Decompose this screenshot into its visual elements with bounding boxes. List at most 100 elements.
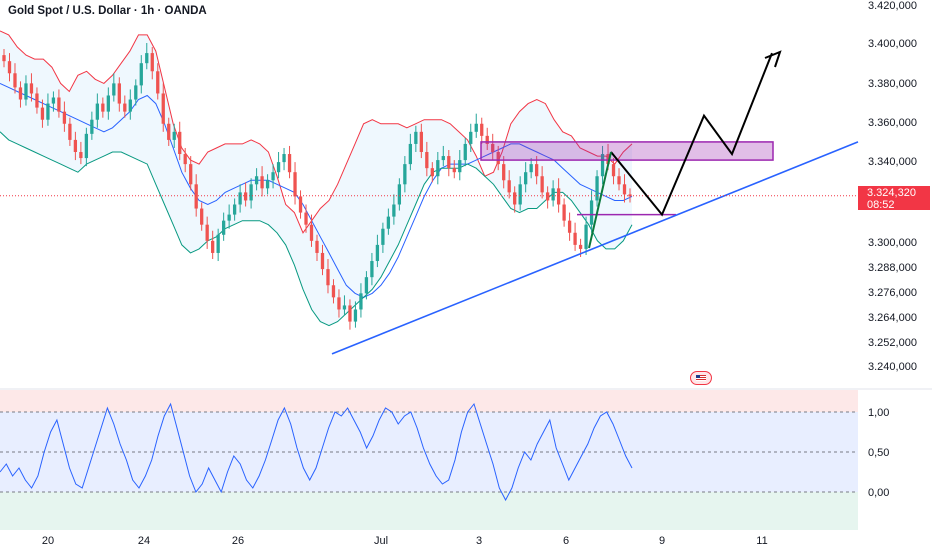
candle[interactable] [112,73,116,102]
candle[interactable] [353,301,358,328]
candle[interactable] [84,127,89,167]
candle[interactable] [287,145,292,179]
candle[interactable] [359,283,363,318]
candle[interactable] [123,95,127,118]
candle[interactable] [551,180,555,207]
candle[interactable] [419,123,423,159]
candle[interactable] [320,244,325,276]
candle[interactable] [584,216,588,255]
resistance-zone[interactable] [480,141,774,161]
candle[interactable] [95,93,99,128]
candle[interactable] [194,174,198,217]
candle[interactable] [342,295,347,316]
candle[interactable] [13,63,17,94]
candle[interactable] [309,214,314,247]
candle[interactable] [529,158,533,179]
candle[interactable] [540,166,544,199]
candle[interactable] [51,91,56,112]
candle[interactable] [458,149,462,181]
candle[interactable] [403,156,407,193]
candle[interactable] [567,212,572,241]
candle[interactable] [348,299,352,330]
candle[interactable] [293,162,297,205]
candle[interactable] [46,93,50,126]
oscillator-line[interactable] [0,402,633,502]
candle[interactable] [513,186,517,213]
candle[interactable] [589,190,594,233]
candle[interactable] [545,186,550,209]
candle[interactable] [507,170,511,199]
candle[interactable] [436,152,440,185]
candle[interactable] [101,97,105,118]
candle[interactable] [106,87,110,120]
candle[interactable] [622,174,627,203]
candle[interactable] [243,182,248,207]
candle[interactable] [502,156,506,189]
candle[interactable] [18,81,23,108]
ascending-trendline[interactable] [331,141,859,355]
candle[interactable] [145,43,149,70]
candle[interactable] [200,202,204,231]
candle[interactable] [178,121,182,161]
candle[interactable] [7,53,12,82]
us-flag-icon[interactable] [690,371,712,385]
candle[interactable] [276,152,281,179]
candle[interactable] [172,123,176,148]
candle[interactable] [617,168,621,191]
candle[interactable] [386,208,391,235]
candle[interactable] [260,166,264,197]
candle[interactable] [430,162,434,183]
candle[interactable] [298,190,303,219]
candle[interactable] [167,117,171,146]
candle[interactable] [90,111,94,140]
candle[interactable] [232,198,237,221]
candle[interactable] [128,89,132,120]
candle[interactable] [216,228,220,262]
candle[interactable] [600,145,605,185]
candle[interactable] [249,178,253,209]
candle[interactable] [254,168,259,191]
candle[interactable] [375,234,380,268]
candle[interactable] [139,55,143,94]
candle[interactable] [304,204,308,233]
candle[interactable] [611,158,616,185]
candle[interactable] [2,49,6,68]
candle[interactable] [222,212,226,241]
candle[interactable] [150,47,154,80]
candle[interactable] [156,63,160,100]
candle[interactable] [134,79,138,106]
candle[interactable] [271,164,275,189]
candle[interactable] [57,89,61,118]
candle[interactable] [326,259,330,294]
candle[interactable] [414,125,418,153]
candle[interactable] [161,83,165,132]
candle[interactable] [480,117,484,144]
candle[interactable] [205,216,209,249]
candle[interactable] [474,113,478,138]
candle[interactable] [117,77,121,112]
candle[interactable] [469,123,473,153]
candle[interactable] [518,176,522,211]
candle[interactable] [40,99,45,128]
candle[interactable] [491,133,495,161]
candle[interactable] [485,127,489,150]
candle[interactable] [315,234,319,262]
candle[interactable] [79,141,83,165]
candle[interactable] [447,149,451,177]
candle[interactable] [337,289,341,318]
candle[interactable] [68,117,72,146]
candle[interactable] [189,156,193,191]
candle[interactable] [331,279,336,304]
candle[interactable] [595,170,599,207]
candle[interactable] [370,252,374,286]
candle[interactable] [397,178,402,211]
candle[interactable] [441,145,445,167]
candle[interactable] [183,147,187,173]
candle[interactable] [524,162,528,193]
projection-path[interactable] [610,52,773,217]
candle[interactable] [408,133,412,171]
candle[interactable] [282,147,286,171]
candle[interactable] [62,101,67,132]
candle[interactable] [364,271,369,300]
